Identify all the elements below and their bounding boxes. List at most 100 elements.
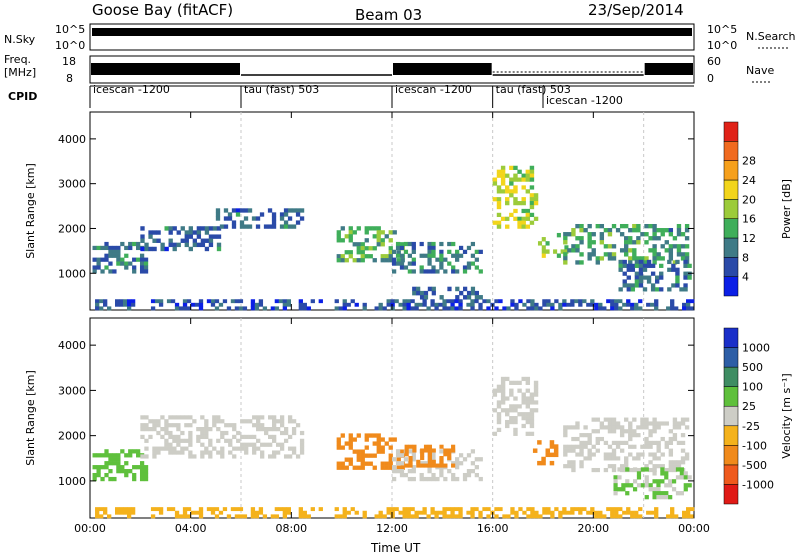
echo-cell — [509, 189, 514, 194]
echo-cell — [184, 234, 189, 239]
echo-cell — [638, 299, 643, 304]
echo-cell — [200, 415, 205, 420]
echo-cell — [500, 189, 506, 194]
echo-cell — [618, 299, 623, 304]
echo-cell — [143, 265, 149, 270]
echo-cell — [494, 507, 499, 512]
echo-cell — [198, 299, 204, 304]
echo-cell — [194, 510, 200, 515]
echo-cell — [120, 465, 125, 470]
echo-cell — [270, 514, 276, 519]
echo-cell — [521, 173, 526, 178]
echo-cell — [455, 476, 460, 482]
echo-cell — [687, 275, 692, 280]
echo-cell — [672, 467, 678, 473]
echo-cell — [674, 514, 679, 519]
echo-cell — [496, 404, 502, 409]
echo-cell — [156, 450, 161, 455]
echo-cell — [558, 306, 563, 311]
echo-cell — [542, 507, 547, 512]
echo-cell — [530, 514, 535, 519]
echo-cell — [263, 224, 269, 229]
echo-cell — [614, 299, 619, 304]
echo-cell — [583, 444, 588, 449]
echo-cell — [264, 442, 269, 447]
echo-cell — [172, 450, 177, 455]
echo-cell — [260, 427, 265, 432]
echo-cell — [538, 306, 543, 311]
echo-cell — [636, 483, 642, 488]
echo-cell — [618, 507, 623, 512]
echo-cell — [579, 260, 584, 265]
echo-cell — [336, 461, 341, 466]
echo-cell — [298, 510, 303, 515]
echo-cell — [382, 514, 387, 519]
echo-cell — [419, 269, 424, 274]
echo-cell — [200, 442, 205, 447]
echo-cell — [136, 449, 141, 454]
echo-cell — [521, 376, 526, 382]
echo-cell — [533, 408, 539, 413]
echo-cell — [283, 208, 289, 213]
echo-cell — [664, 421, 669, 426]
echo-cell — [204, 427, 209, 432]
colorbar-segment — [723, 464, 739, 485]
echo-cell — [644, 232, 649, 237]
echo-cell — [188, 230, 193, 235]
echo-cell — [439, 257, 444, 262]
echo-cell — [566, 510, 571, 515]
echo-cell — [611, 421, 617, 426]
echo-cell — [180, 226, 185, 231]
echo-cell — [423, 444, 429, 449]
echo-cell — [260, 442, 265, 447]
echo-cell — [574, 299, 579, 304]
echo-cell — [505, 185, 510, 190]
echo-cell — [610, 510, 615, 515]
echo-cell — [260, 454, 265, 459]
echo-cell — [279, 415, 285, 420]
echo-cell — [376, 238, 381, 243]
echo-cell — [656, 483, 661, 488]
echo-cell — [434, 510, 439, 515]
echo-cell — [521, 423, 526, 429]
echo-cell — [388, 238, 393, 243]
echo-cell — [644, 223, 649, 229]
echo-cell — [172, 434, 177, 440]
echo-cell — [611, 448, 617, 453]
echo-cell — [562, 507, 567, 512]
echo-cell — [188, 450, 193, 455]
echo-cell — [118, 299, 124, 304]
echo-cell — [660, 244, 665, 249]
echo-cell — [614, 514, 619, 519]
echo-cell — [545, 448, 551, 453]
echo-cell — [529, 173, 535, 178]
echo-cell — [587, 256, 592, 261]
echo-cell — [599, 421, 605, 426]
echo-cell — [624, 464, 629, 469]
echo-cell — [388, 258, 393, 263]
echo-cell — [364, 230, 369, 235]
echo-cell — [630, 510, 635, 515]
echo-cell — [144, 415, 149, 420]
echo-cell — [216, 246, 222, 252]
echo-cell — [148, 230, 153, 235]
echo-cell — [128, 245, 133, 251]
echo-cell — [279, 224, 285, 229]
echo-cell — [517, 201, 522, 206]
echo-cell — [636, 240, 641, 245]
echo-cell — [455, 286, 460, 292]
echo-cell — [148, 419, 153, 424]
echo-cell — [679, 467, 684, 472]
echo-cell — [299, 438, 305, 443]
echo-cell — [470, 302, 475, 307]
echo-cell — [510, 510, 515, 515]
echo-cell — [454, 306, 459, 311]
echo-cell — [431, 290, 436, 296]
echo-cell — [148, 434, 153, 440]
echo-cell — [492, 220, 498, 225]
echo-cell — [132, 241, 137, 247]
echo-cell — [496, 197, 502, 202]
echo-cell — [439, 295, 444, 300]
echo-cell — [248, 442, 253, 447]
echo-cell — [466, 453, 472, 458]
